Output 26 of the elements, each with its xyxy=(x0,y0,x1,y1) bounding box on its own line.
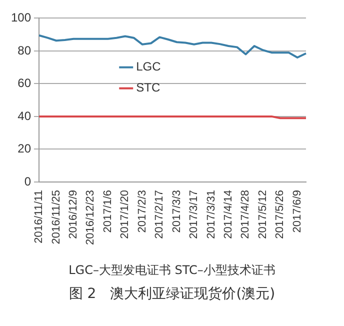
x-tick-label: 2017/2/3 xyxy=(136,190,148,233)
x-tick-label: 2017/6/9 xyxy=(291,190,304,233)
y-tick-label: 20 xyxy=(18,142,32,156)
x-tick-label: 2016/12/23 xyxy=(84,190,97,246)
x-tick-label: 2017/3/3 xyxy=(170,190,183,233)
y-tick-label: 80 xyxy=(18,43,32,58)
x-tick-label: 2017/2/17 xyxy=(154,190,166,239)
x-tick-label: 2017/1/6 xyxy=(102,190,114,233)
x-tick-label: 2017/3/17 xyxy=(188,190,200,239)
y-tick-label: 60 xyxy=(18,76,32,90)
x-tick-label: 2016/11/11 xyxy=(33,190,46,244)
x-tick-label: 2016/12/9 xyxy=(68,190,80,239)
y-tick-label: 100 xyxy=(10,10,32,25)
x-tick-label: 2017/1/20 xyxy=(119,190,132,239)
legend-label: STC xyxy=(136,80,160,95)
x-tick-label: 2016/11/25 xyxy=(50,190,62,244)
x-tick-label: 2017/5/12 xyxy=(256,190,269,239)
text: LGC–大型发电证书 STC–小型技术证书 xyxy=(68,262,276,279)
x-tick-label: 2017/5/26 xyxy=(274,190,286,239)
x-tick-label: 2017/4/28 xyxy=(240,190,252,239)
y-tick-label: 40 xyxy=(18,108,32,123)
x-tick-label: 2017/3/31 xyxy=(205,190,218,239)
caption: 图 2 澳大利亚绿证现货价(澳元) xyxy=(68,285,276,303)
legend-label: LGC xyxy=(136,60,162,74)
y-tick-label: 0 xyxy=(24,174,32,188)
x-tick-label: 2017/4/14 xyxy=(222,190,235,239)
